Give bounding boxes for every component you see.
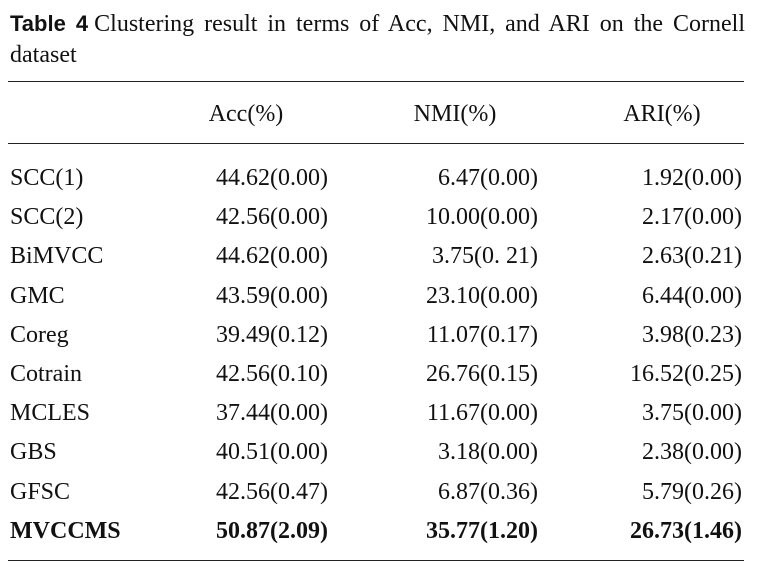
table-caption: Table 4 Clustering result in terms of Acc… — [10, 8, 745, 71]
column-header: ARI(%) — [623, 101, 701, 127]
method-name: BiMVCC — [10, 243, 104, 270]
metric-value: 2.38(0.00) — [642, 439, 742, 466]
metric-value: 42.56(0.10) — [216, 361, 328, 387]
metric-value: 26.73(1.46) — [630, 517, 742, 544]
metric-value: 6.44(0.00) — [642, 282, 742, 309]
metric-value: 23.10(0.00) — [426, 282, 538, 309]
metric-value: 50.87(2.09) — [216, 517, 328, 544]
metric-value: 6.47(0.00) — [438, 165, 538, 191]
metric-value: 3.75(0.00) — [642, 400, 742, 427]
metric-value: 40.51(0.00) — [216, 439, 328, 466]
method-name: MVCCMS — [10, 517, 121, 544]
metric-value: 6.87(0.36) — [438, 478, 538, 505]
column-header: NMI(%) — [413, 101, 497, 127]
method-name: Coreg — [10, 321, 69, 348]
metric-value: 44.62(0.00) — [216, 165, 328, 191]
metric-value: 11.67(0.00) — [426, 400, 538, 427]
metric-value: 3.18(0.00) — [438, 439, 538, 466]
method-name: GFSC — [10, 478, 71, 505]
metric-value: 42.56(0.00) — [216, 204, 328, 231]
metric-value: 35.77(1.20) — [426, 517, 538, 544]
bottom-rule — [8, 560, 744, 561]
metric-value: 44.62(0.00) — [216, 243, 328, 270]
method-name: SCC(1) — [10, 165, 84, 191]
method-name: MCLES — [10, 400, 91, 427]
metric-value: 26.76(0.15) — [426, 361, 538, 387]
method-name: GMC — [10, 282, 65, 309]
metric-value: 39.49(0.12) — [216, 321, 328, 348]
metric-value: 16.52(0.25) — [630, 361, 742, 387]
metric-value: 43.59(0.00) — [216, 282, 328, 309]
metric-value: 3.98(0.23) — [642, 321, 742, 348]
method-name: Cotrain — [10, 361, 82, 387]
metric-value: 5.79(0.26) — [642, 478, 742, 505]
metric-value: 1.92(0.00) — [642, 165, 742, 191]
caption-text: Clustering result in terms of Acc, NMI, … — [10, 11, 745, 68]
header-rule — [8, 143, 744, 144]
top-rule — [8, 81, 744, 82]
metric-value: 3.75(0. 21) — [432, 243, 538, 270]
metric-value: 2.63(0.21) — [642, 243, 742, 270]
metric-value: 10.00(0.00) — [426, 204, 538, 231]
method-name: SCC(2) — [10, 204, 84, 231]
column-header: Acc(%) — [208, 101, 284, 127]
metric-value: 11.07(0.17) — [426, 321, 538, 348]
metric-value: 42.56(0.47) — [216, 478, 328, 505]
caption-label: Table 4 — [10, 11, 89, 36]
metric-value: 37.44(0.00) — [216, 400, 328, 427]
method-name: GBS — [10, 439, 57, 466]
metric-value: 2.17(0.00) — [642, 204, 742, 231]
